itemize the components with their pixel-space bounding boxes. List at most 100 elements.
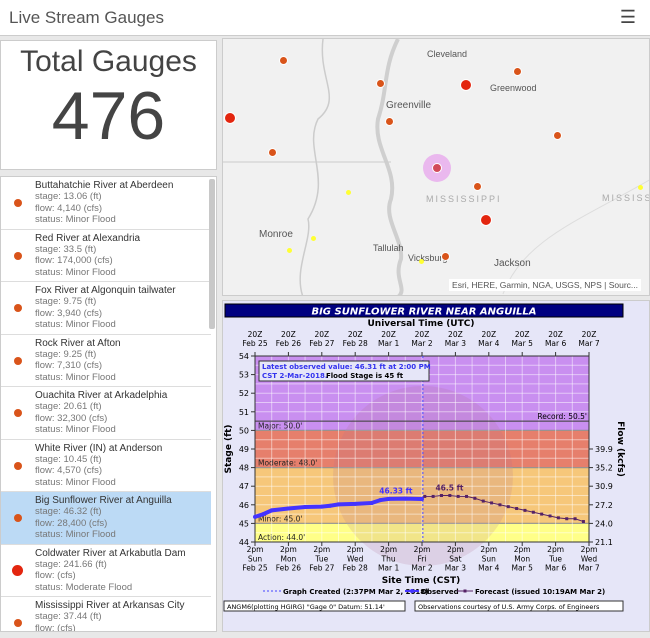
gauge-marker[interactable]	[376, 79, 385, 88]
map-state-label: MISSISS	[602, 193, 650, 203]
gauge-name: Ouachita River at Arkadelphia	[35, 390, 168, 401]
top-tick-label: Feb 25	[242, 339, 267, 348]
gauge-marker[interactable]	[346, 190, 351, 195]
gauge-list-item[interactable]: White River (IN) at Anderson stage: 10.4…	[1, 440, 211, 492]
legend-observed-marker	[410, 589, 414, 593]
gauge-flow: flow: 3,940 (cfs)	[35, 307, 103, 319]
forecast-point	[481, 499, 485, 503]
top-tick-label: 20Z	[582, 330, 597, 339]
gauge-status: status: Minor Flood	[35, 266, 116, 278]
y-tick-label: 48	[239, 464, 249, 473]
y-tick-label: 51	[239, 408, 249, 417]
gauge-marker[interactable]	[385, 117, 394, 126]
map-label-greenville: Greenville	[386, 100, 432, 111]
gauge-list: Buttahatchie River at Aberdeen stage: 13…	[0, 176, 217, 632]
gauge-flow: flow: 4,140 (cfs)	[35, 202, 103, 214]
y-tick-label: 49	[239, 445, 249, 454]
forecast-point	[490, 501, 494, 505]
hydrograph-chart: BIG SUNFLOWER RIVER NEAR ANGUILLAUnivers…	[223, 303, 625, 612]
map-attribution: Esri, HERE, Garmin, NGA, USGS, NPS | Sou…	[449, 279, 641, 291]
gauge-flow: flow: 28,400 (cfs)	[35, 517, 108, 529]
hamburger-icon[interactable]: ☰	[619, 7, 636, 27]
app-title: Live Stream Gauges	[9, 8, 164, 27]
gauge-marker[interactable]	[480, 214, 492, 226]
gauge-list-item[interactable]: Fox River at Algonquin tailwater stage: …	[1, 282, 211, 335]
bottom-tick-label: Mar 4	[478, 564, 500, 573]
gauge-stage: stage: 46.32 (ft)	[35, 506, 102, 518]
bottom-tick-label: Mar 7	[578, 564, 600, 573]
bottom-tick-label: Tue	[314, 554, 328, 563]
gauge-marker[interactable]	[287, 248, 292, 253]
flood-band-label: Minor: 45.0'	[258, 514, 303, 523]
forecast-point	[473, 496, 477, 500]
gauge-marker[interactable]	[419, 259, 424, 264]
forecast-point	[556, 516, 560, 520]
top-tick-label: 20Z	[314, 330, 329, 339]
top-tick-label: Mar 5	[512, 339, 534, 348]
bottom-tick-label: 2pm	[313, 545, 330, 554]
y2-tick-label: 39.9	[595, 445, 613, 454]
map-base	[223, 39, 649, 295]
gauge-status-dot	[14, 356, 22, 365]
gauge-marker[interactable]	[279, 56, 288, 65]
legend-created: Graph Created (2:37PM Mar 2, 2018)	[283, 588, 428, 596]
y-tick-label: 47	[239, 482, 249, 491]
y2-axis-label: Flow (kcfs)	[615, 421, 625, 477]
map-view[interactable]: Cleveland Greenwood Greenville Monroe Ta…	[222, 38, 650, 296]
gauge-stage: stage: 20.61 (ft)	[35, 401, 102, 413]
y-tick-label: 44	[239, 538, 249, 547]
bottom-tick-label: Mar 3	[445, 564, 467, 573]
legend-forecast: Forecast (issued 10:19AM Mar 2)	[475, 588, 605, 596]
selected-gauge-marker[interactable]	[432, 163, 442, 173]
top-tick-label: 20Z	[248, 330, 263, 339]
gauge-list-item[interactable]: Coldwater River at Arkabutla Dam stage: …	[1, 545, 211, 597]
title-bar	[224, 303, 624, 318]
gauge-status-dot	[12, 564, 23, 576]
gauge-status-dot	[14, 514, 22, 522]
y-tick-label: 45	[239, 519, 249, 528]
bottom-tick-label: 2pm	[581, 545, 598, 554]
y-tick-label: 46	[239, 501, 249, 510]
forecast-point	[439, 494, 443, 497]
bottom-tick-label: Mon	[280, 554, 296, 563]
bottom-tick-label: Feb 26	[276, 564, 301, 573]
gauge-name: Big Sunflower River at Anguilla	[35, 495, 172, 506]
gauge-marker[interactable]	[638, 185, 643, 190]
gauge-status-dot	[14, 619, 22, 627]
gauge-marker[interactable]	[553, 131, 562, 140]
map-label-cleveland: Cleveland	[427, 49, 468, 59]
y-tick-label: 50	[239, 426, 249, 435]
gauge-marker[interactable]	[311, 236, 316, 241]
forecast-point	[431, 494, 435, 498]
gauge-list-item[interactable]: Ouachita River at Arkadelphia stage: 20.…	[1, 387, 211, 440]
gauge-list-item[interactable]: Rock River at Afton stage: 9.25 (ft) flo…	[1, 335, 211, 387]
observed-point	[403, 496, 408, 501]
total-gauges-count: 476	[51, 78, 166, 154]
gauge-stage: stage: 9.25 (ft)	[35, 348, 97, 360]
legend-observed: Observed	[421, 588, 459, 596]
gauge-marker[interactable]	[473, 182, 482, 191]
gauge-list-item[interactable]: Buttahatchie River at Aberdeen stage: 13…	[1, 177, 211, 230]
gauge-list-item[interactable]: Big Sunflower River at Anguilla stage: 4…	[1, 492, 211, 545]
bottom-tick-label: Sun	[482, 554, 497, 563]
observed-point	[353, 501, 358, 506]
gauge-status: status: Minor Flood	[35, 529, 116, 541]
gauge-marker[interactable]	[441, 252, 450, 261]
gauge-marker[interactable]	[224, 112, 236, 124]
gauge-marker[interactable]	[513, 67, 522, 76]
observed-point	[269, 508, 274, 513]
hydrograph-panel: BIG SUNFLOWER RIVER NEAR ANGUILLA Univers…	[222, 300, 650, 632]
y-tick-label: 53	[239, 371, 249, 380]
observed-point	[253, 514, 257, 519]
bottom-tick-label: 2pm	[480, 545, 497, 554]
gauge-list-item[interactable]: Red River at Alexandria stage: 33.5 (ft)…	[1, 230, 211, 282]
gauge-marker[interactable]	[460, 79, 472, 91]
forecast-point	[456, 494, 460, 498]
gauge-marker[interactable]	[268, 148, 277, 157]
gauge-status-dot	[14, 251, 22, 260]
gauge-name: Red River at Alexandria	[35, 232, 141, 244]
gauge-stage: stage: 13.06 (ft)	[35, 191, 102, 203]
flood-band-label: Major: 50.0'	[258, 421, 302, 430]
list-scrollbar[interactable]	[209, 179, 215, 329]
gauge-list-item[interactable]: Mississippi River at Arkansas City stage…	[1, 597, 211, 631]
